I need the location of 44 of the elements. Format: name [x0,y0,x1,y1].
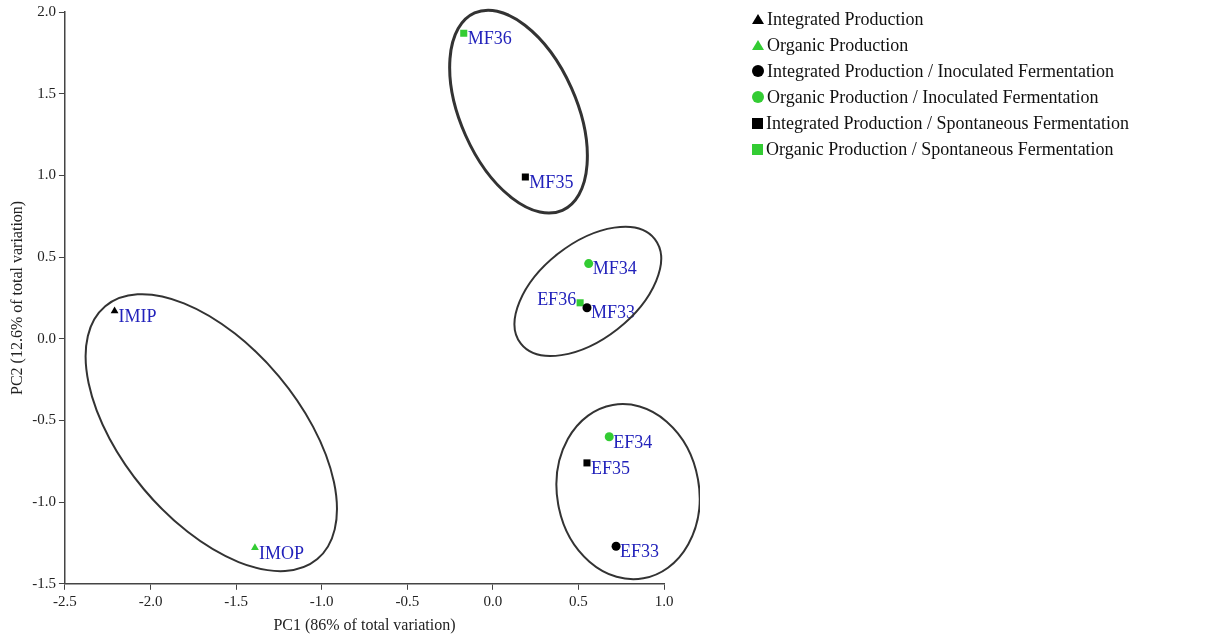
point [611,541,621,551]
legend-label: Integrated Production / Spontaneous Fermentation [766,112,1129,134]
x-tick-label: -0.5 [395,592,420,609]
legend-label: Organic Production / Spontaneous Fermentation [766,138,1114,160]
point [521,173,529,181]
legend-label: Integrated Production / Inoculated Fermentation [767,60,1114,82]
point [583,459,591,467]
x-tick-label: 0.5 [569,592,588,609]
point [251,543,259,551]
y-tick-label: 2.0 [37,2,56,19]
annotation: EF34 [613,431,653,452]
point [584,259,594,269]
y-tick-label: -1.0 [32,493,56,510]
x-tick-label: -1.0 [309,592,334,609]
annotation: MF33 [590,302,635,323]
y-tick-label: 1.5 [37,84,56,101]
x-tick-label: -1.5 [224,592,248,609]
legend-label: Integrated Production [767,8,924,30]
point [604,432,614,442]
annotation: MF35 [529,171,574,192]
x-tick-label: 1.0 [654,592,674,609]
annotation: EF35 [590,457,630,478]
x-tick-label: 0.0 [483,592,503,609]
x-tick-label: -2.0 [138,592,163,609]
point [460,29,468,37]
legend-label: Organic Production [767,34,909,56]
legend-label: Organic Production / Inoculated Fermentation [767,86,1099,108]
annotation: EF36 [537,288,577,309]
point [110,306,119,314]
annotation: MF34 [592,258,637,279]
y-axis-title: PC2 (12.6% of total variation) [7,200,26,395]
annotation: EF33 [620,540,660,561]
y-tick-label: 1.0 [37,166,56,183]
y-tick-label: -0.5 [32,411,56,428]
annotation: MF36 [467,27,512,48]
y-tick-label: 0.5 [37,247,56,264]
annotation: IMOP [258,542,304,563]
point [582,303,592,313]
y-tick-label: -1.5 [32,574,56,591]
point [576,299,584,307]
x-axis-title: PC1 (86% of total variation) [273,615,456,634]
annotation: IMIP [118,305,157,326]
x-tick-label: -2.5 [53,592,77,609]
y-tick-label: 0.0 [37,329,56,346]
